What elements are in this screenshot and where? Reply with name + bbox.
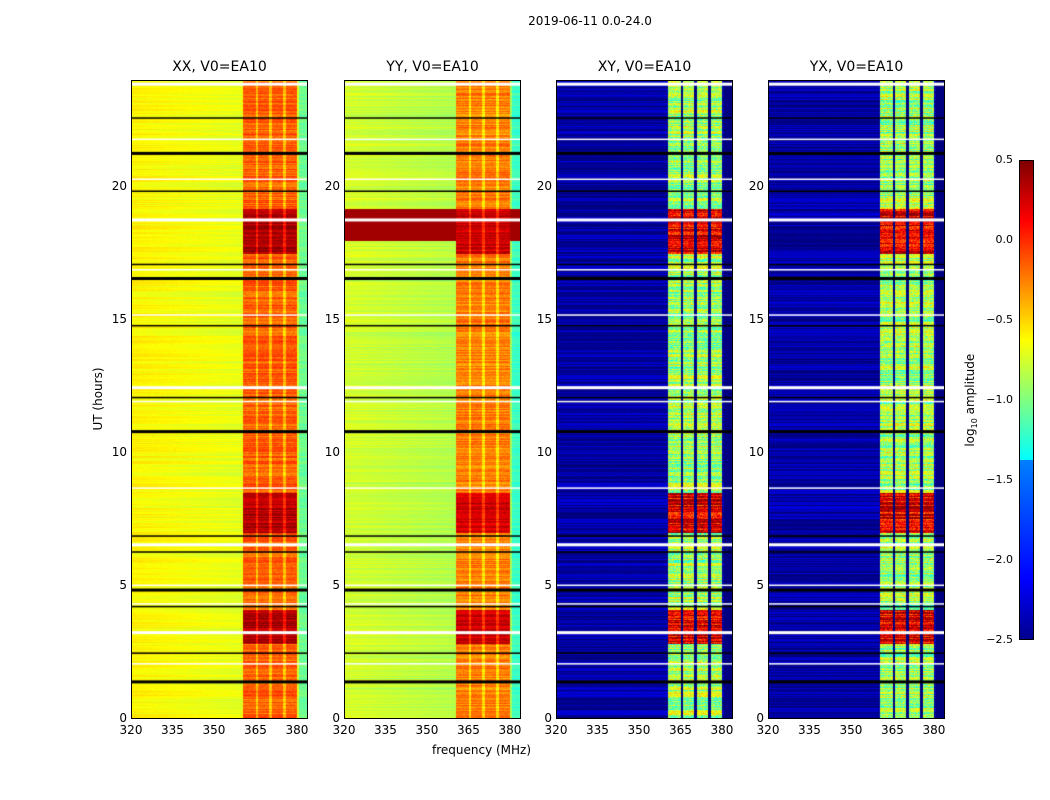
y-tick-label: 0 <box>544 711 552 725</box>
x-tick-label: 365 <box>457 723 480 737</box>
y-tick-label: 5 <box>544 577 552 592</box>
heatmap-panel <box>131 80 308 719</box>
colorbar-label-main: log <box>962 428 977 447</box>
x-tick-label: 380 <box>922 723 946 737</box>
y-tick-label: 5 <box>119 577 127 592</box>
x-tick-label: 335 <box>798 723 821 737</box>
x-tick-label: 350 <box>839 723 863 737</box>
heatmap-image <box>132 81 307 718</box>
colorbar-tick-label: −1.0 <box>986 393 1013 406</box>
y-tick-label: 20 <box>748 178 764 193</box>
y-tick-label: 15 <box>748 311 764 326</box>
y-tick-label: 5 <box>756 577 764 592</box>
y-tick-label: 15 <box>536 311 552 326</box>
heatmap-panel <box>768 80 945 719</box>
y-tick-label: 5 <box>332 577 340 592</box>
y-tick-label: 20 <box>324 178 340 193</box>
heatmap-panel <box>556 80 733 719</box>
y-tick-label: 0 <box>756 711 764 725</box>
y-tick-label: 20 <box>536 178 552 193</box>
figure-title: 2019-06-11 0.0-24.0 <box>528 14 652 28</box>
heatmap-image <box>557 81 732 718</box>
heatmap-image <box>345 81 520 718</box>
x-tick-label: 350 <box>415 723 439 737</box>
colorbar-tick-label: 0.0 <box>995 233 1014 246</box>
y-tick-label: 10 <box>111 444 127 459</box>
colorbar-tick-label: −1.5 <box>986 473 1013 486</box>
y-tick-label: 10 <box>324 444 340 459</box>
colorbar-tick-label: −0.5 <box>986 313 1013 326</box>
x-tick-label: 380 <box>285 723 309 737</box>
panel-title: XY, V0=EA10 <box>597 59 692 75</box>
x-tick-label: 335 <box>374 723 397 737</box>
x-tick-label: 350 <box>202 723 226 737</box>
y-tick-label: 15 <box>111 311 127 326</box>
colorbar-label: log10 amplitude <box>963 350 979 450</box>
y-tick-label: 10 <box>748 444 764 459</box>
colorbar-tick-label: 0.5 <box>995 153 1014 166</box>
colorbar-label-tail: amplitude <box>962 353 977 419</box>
x-tick-label: 350 <box>627 723 651 737</box>
heatmap-panel <box>344 80 521 719</box>
x-axis-label: frequency (MHz) <box>432 743 532 757</box>
panel-title: YY, V0=EA10 <box>386 59 479 75</box>
colorbar-tick-label: −2.0 <box>986 553 1013 566</box>
x-tick-label: 335 <box>161 723 184 737</box>
x-tick-label: 335 <box>586 723 609 737</box>
colorbar-tick-label: −2.5 <box>986 633 1013 646</box>
x-tick-label: 380 <box>710 723 734 737</box>
x-tick-label: 320 <box>332 723 356 737</box>
x-tick-label: 380 <box>498 723 522 737</box>
x-tick-label: 320 <box>756 723 780 737</box>
x-tick-label: 320 <box>544 723 568 737</box>
heatmap-image <box>769 81 944 718</box>
y-tick-label: 15 <box>324 311 340 326</box>
x-tick-label: 365 <box>244 723 267 737</box>
y-tick-label: 20 <box>111 178 127 193</box>
y-tick-label: 0 <box>332 711 340 725</box>
x-tick-label: 320 <box>119 723 143 737</box>
x-tick-label: 365 <box>881 723 904 737</box>
colorbar <box>1019 160 1034 640</box>
panel-title: YX, V0=EA10 <box>809 59 904 75</box>
y-tick-label: 0 <box>119 711 127 725</box>
y-axis-label: UT (hours) <box>91 367 105 431</box>
colorbar-label-sub: 10 <box>970 418 980 429</box>
y-tick-label: 10 <box>536 444 552 459</box>
x-tick-label: 365 <box>669 723 692 737</box>
panel-title: XX, V0=EA10 <box>172 59 267 75</box>
